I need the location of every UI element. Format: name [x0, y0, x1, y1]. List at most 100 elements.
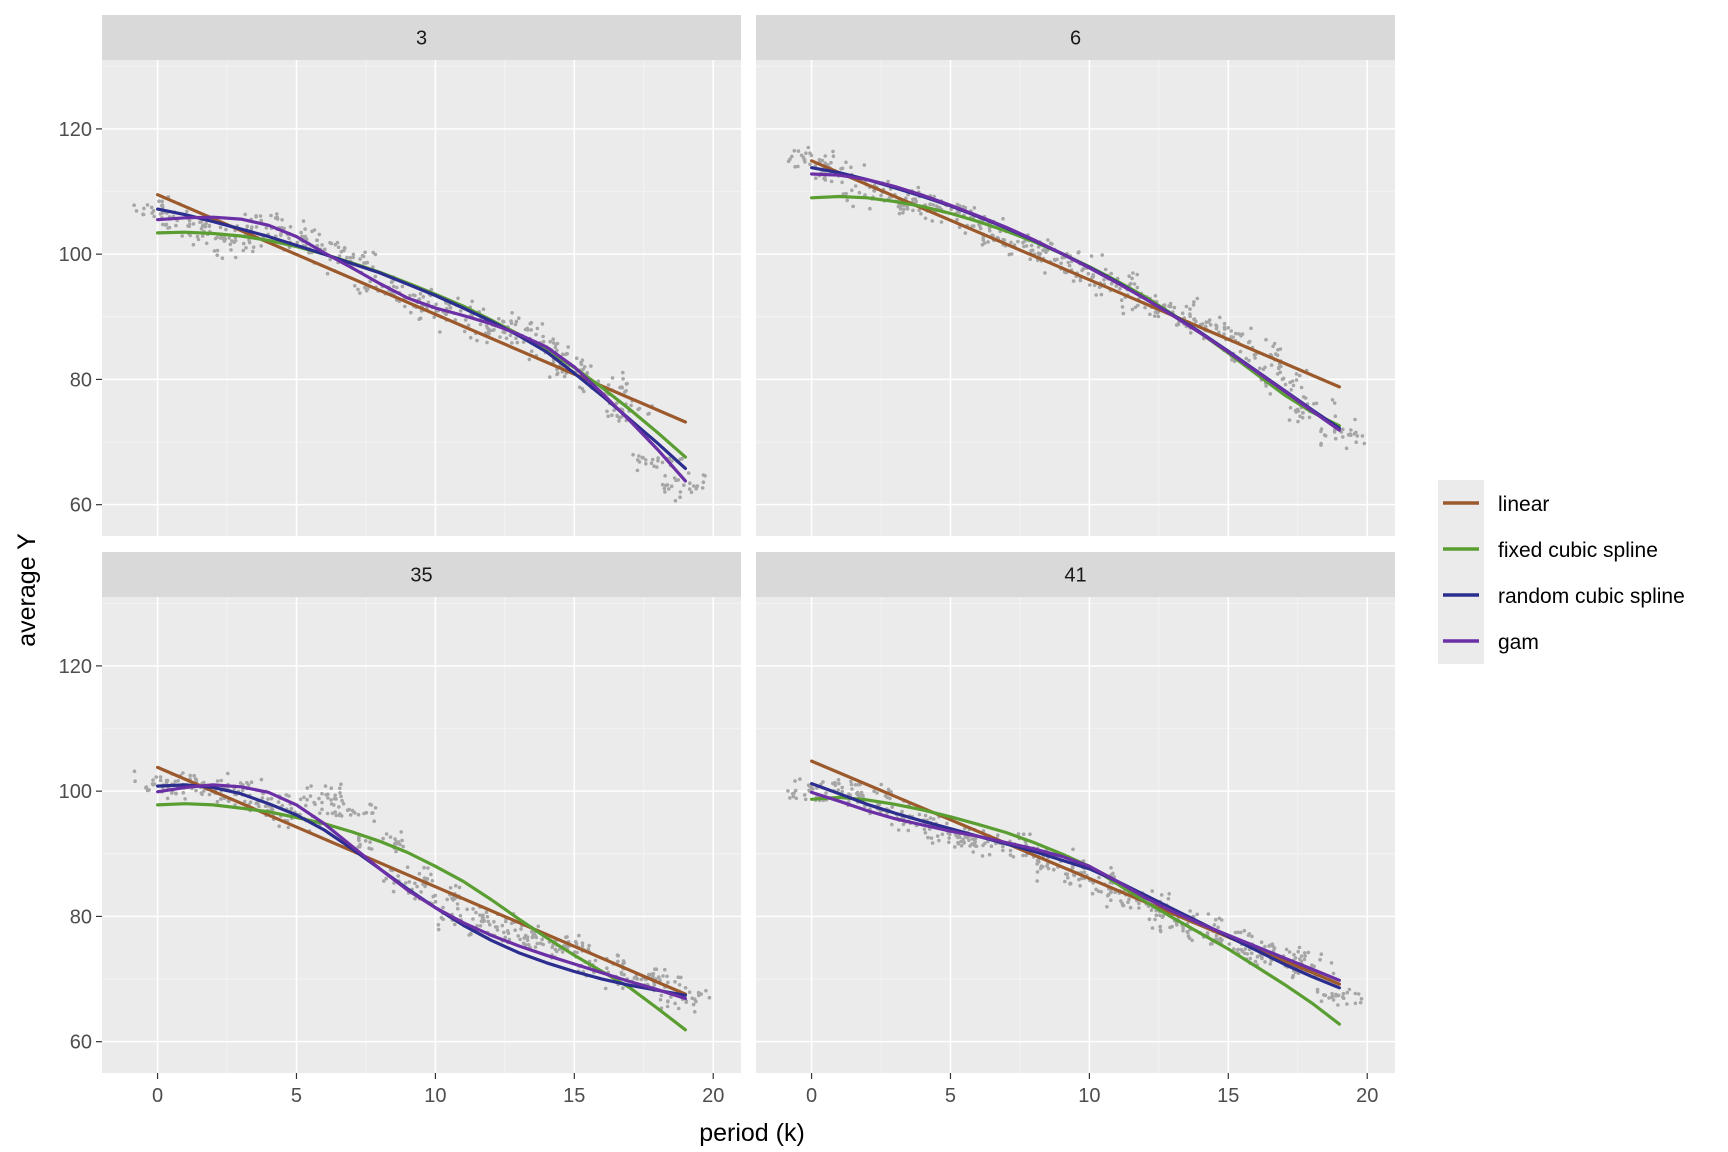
data-point: [287, 794, 291, 798]
data-point: [833, 783, 838, 787]
data-point: [947, 836, 951, 840]
data-point: [1188, 909, 1192, 913]
x-tick-label: 20: [1356, 1085, 1378, 1107]
data-point: [678, 495, 682, 500]
data-point: [1239, 930, 1243, 935]
data-point: [526, 943, 531, 947]
legend-item-linear: linear: [1438, 480, 1549, 526]
data-point: [1264, 337, 1268, 342]
data-point: [621, 962, 625, 966]
data-point: [967, 838, 971, 842]
data-point: [313, 802, 317, 807]
data-point: [687, 990, 692, 994]
series-line-gam: [810, 172, 1341, 432]
data-point: [498, 335, 502, 339]
data-point: [529, 349, 534, 354]
data-point: [1188, 307, 1192, 311]
data-point: [1195, 296, 1200, 301]
data-point: [330, 811, 335, 816]
data-point: [233, 255, 238, 260]
data-point: [318, 811, 322, 815]
data-point: [1210, 941, 1214, 946]
data-point: [831, 149, 835, 154]
data-point: [1354, 440, 1358, 445]
data-point: [485, 914, 490, 919]
data-point: [328, 241, 332, 245]
data-point: [919, 211, 923, 216]
data-point: [339, 782, 343, 786]
data-point: [336, 245, 341, 250]
data-point: [1097, 875, 1101, 880]
data-point: [691, 484, 696, 488]
data-point: [1248, 956, 1253, 961]
data-point: [555, 348, 559, 353]
data-point: [305, 786, 310, 790]
data-point: [1001, 237, 1005, 242]
data-point: [862, 163, 867, 167]
data-point: [670, 459, 674, 463]
data-point: [540, 937, 544, 942]
data-point: [551, 337, 555, 342]
data-point: [1195, 912, 1199, 917]
data-point: [529, 328, 533, 332]
data-point: [612, 408, 616, 413]
data-point: [315, 238, 320, 243]
data-point: [193, 777, 198, 781]
data-point: [1268, 962, 1273, 966]
data-point: [340, 798, 344, 803]
data-point: [398, 842, 402, 847]
data-point: [669, 995, 673, 999]
data-point: [693, 1010, 697, 1014]
data-point: [415, 884, 419, 889]
data-point: [640, 455, 645, 460]
data-point: [673, 499, 678, 503]
data-point: [438, 330, 442, 334]
data-point: [207, 224, 212, 229]
data-point: [1011, 855, 1016, 859]
data-point: [487, 332, 491, 336]
data-point: [485, 340, 489, 345]
data-point: [1068, 881, 1073, 886]
data-point: [224, 227, 228, 232]
data-point: [980, 242, 985, 247]
data-point: [691, 1002, 696, 1007]
data-point: [1172, 305, 1177, 310]
data-point: [164, 222, 169, 227]
data-point: [931, 203, 935, 207]
data-point: [548, 339, 552, 344]
data-point: [1214, 917, 1218, 922]
y-tick-label: 60: [70, 1032, 92, 1054]
data-point: [1292, 952, 1296, 957]
data-point: [369, 803, 374, 807]
data-point: [1194, 319, 1198, 324]
data-point: [400, 838, 404, 843]
data-point: [1242, 951, 1247, 956]
data-point: [504, 919, 508, 924]
data-point: [450, 896, 454, 901]
data-point: [1341, 991, 1346, 996]
data-point: [581, 367, 585, 372]
data-point: [901, 211, 905, 215]
data-point: [928, 202, 932, 206]
data-point: [897, 211, 902, 216]
data-point: [669, 484, 674, 489]
data-point: [521, 340, 526, 344]
data-point: [1322, 993, 1326, 997]
data-point: [972, 224, 976, 228]
data-point: [840, 180, 844, 185]
data-point: [666, 980, 670, 985]
data-point: [956, 842, 961, 846]
data-point: [403, 304, 407, 309]
data-point: [160, 199, 164, 204]
data-point: [1150, 889, 1154, 893]
data-point: [614, 401, 619, 406]
data-point: [270, 807, 275, 812]
data-point: [1174, 323, 1179, 327]
data-point: [301, 219, 306, 223]
data-point: [259, 777, 264, 782]
data-point: [517, 316, 521, 321]
data-point: [456, 906, 460, 911]
data-point: [1070, 866, 1075, 870]
data-point: [1105, 905, 1109, 909]
data-point: [320, 243, 324, 247]
